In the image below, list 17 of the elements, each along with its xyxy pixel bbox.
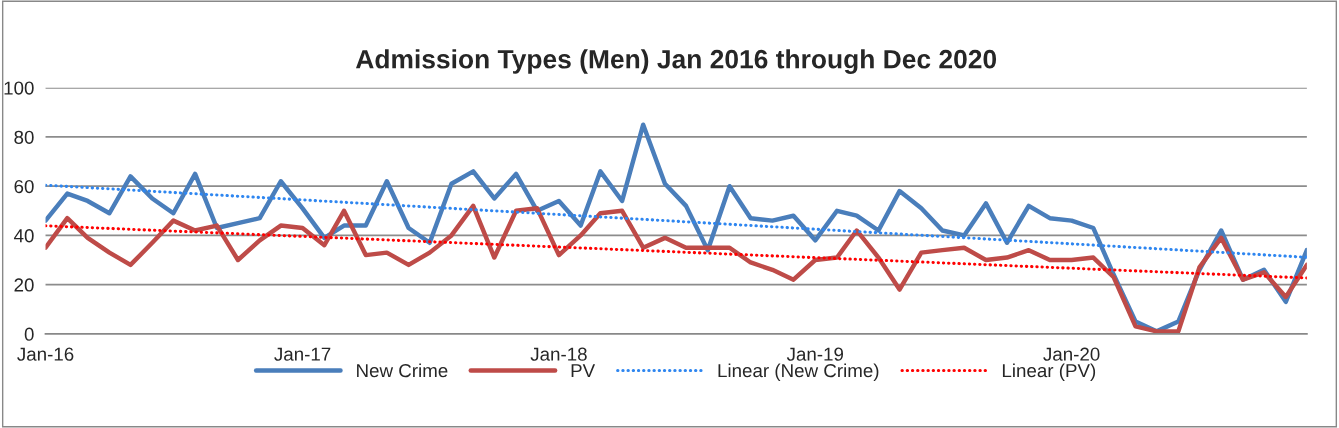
- x-tick-label: Jan-18: [530, 347, 587, 361]
- x-tick-label: Jan-19: [786, 347, 844, 361]
- x-tick-label: Jan-16: [17, 347, 74, 361]
- x-tick-label: Jan-20: [1043, 347, 1100, 361]
- x-tick-label: Jan-17: [274, 347, 331, 361]
- legend-label: Linear (New Crime): [718, 363, 879, 381]
- y-tick-label: 40: [13, 229, 34, 243]
- y-tick-label: 100: [4, 81, 34, 95]
- chart-title: Admission Types (Men) Jan 2016 through Dec 2020: [355, 49, 997, 74]
- y-tick-label: 0: [24, 327, 34, 341]
- y-tick-label: 80: [14, 130, 34, 144]
- legend-label: Linear (PV): [1002, 363, 1096, 381]
- y-tick-label: 60: [14, 179, 34, 194]
- legend-label: PV: [571, 364, 596, 378]
- y-tick-label: 20: [14, 278, 34, 292]
- line-series: [45, 203, 1307, 334]
- legend-label: New Crime: [357, 363, 448, 378]
